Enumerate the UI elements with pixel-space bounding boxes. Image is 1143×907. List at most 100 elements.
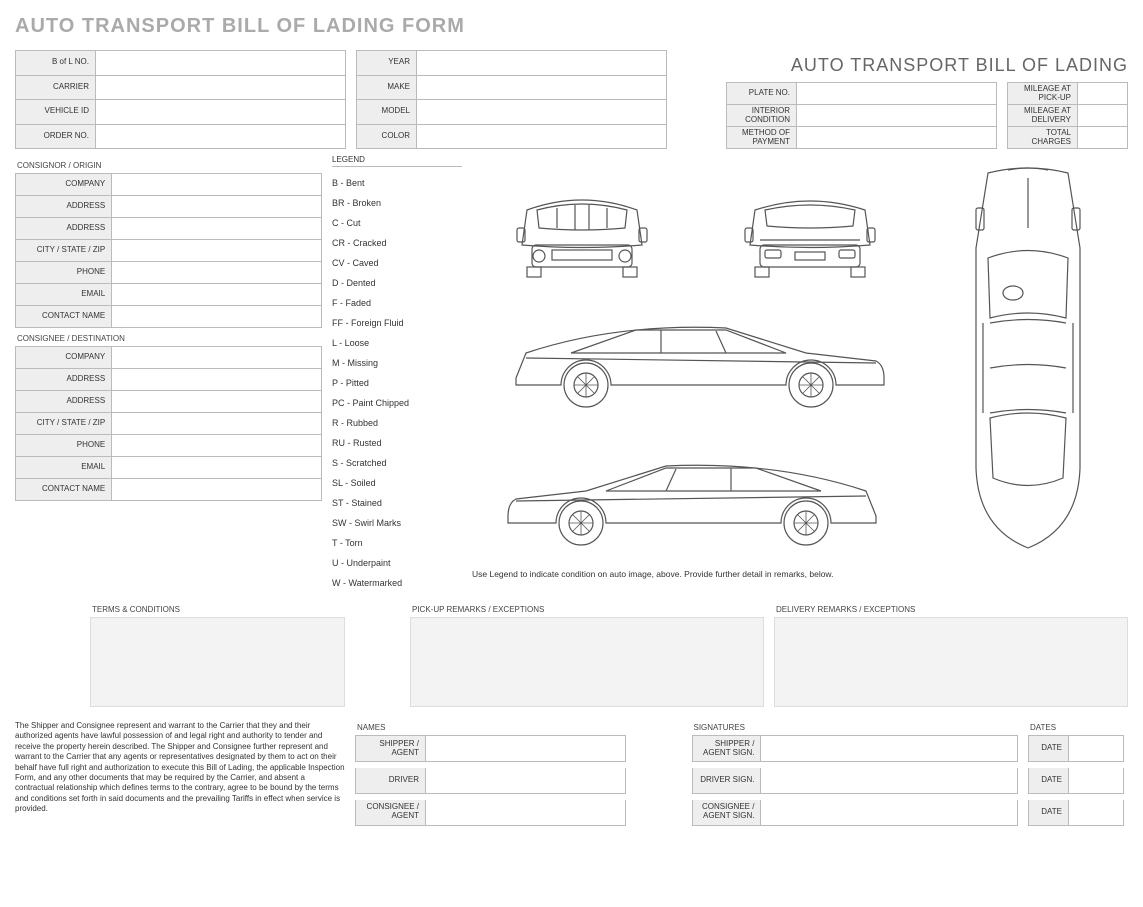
order-table: B of L NO. CARRIER VEHICLE ID ORDER NO. [15,50,346,149]
legend-item: SL - Soiled [332,473,462,493]
driver-sign-value[interactable] [761,768,1018,794]
date2-label: DATE [1029,768,1069,794]
mileage-delivery-label: MILEAGE AT DELIVERY [1008,105,1078,127]
driver-name-value[interactable] [426,768,626,794]
contact-value[interactable] [112,435,322,457]
contact-label: COMPANY [16,347,112,369]
consignee-name-value[interactable] [426,800,626,826]
legend-item: F - Faded [332,293,462,313]
contact-value[interactable] [112,347,322,369]
legend-item: P - Pitted [332,373,462,393]
legend-item: R - Rubbed [332,413,462,433]
vehicle-table: YEAR MAKE MODEL COLOR [356,50,667,149]
make-label: MAKE [357,75,417,100]
legend-item: C - Cut [332,213,462,233]
payment-value[interactable] [797,127,997,149]
color-value[interactable] [417,124,667,149]
signatures-table: SHIPPER / AGENT SIGN. DRIVER SIGN. CONSI… [692,735,1019,826]
consignee-sign-value[interactable] [761,800,1018,826]
contact-label: PHONE [16,435,112,457]
consignor-heading: CONSIGNOR / ORIGIN [15,155,322,173]
plate-no-value[interactable] [797,83,997,105]
contact-label: ADDRESS [16,369,112,391]
names-table: SHIPPER / AGENT DRIVER CONSIGNEE / AGENT [355,735,626,826]
car-front-icon [497,160,667,280]
order-no-label: ORDER NO. [16,124,96,149]
order-no-value[interactable] [96,124,346,149]
contact-value[interactable] [112,218,322,240]
contact-label: PHONE [16,262,112,284]
bol-no-value[interactable] [96,51,346,76]
car-top-icon [958,158,1098,558]
contact-label: EMAIL [16,457,112,479]
terms-heading: TERMS & CONDITIONS [90,599,345,617]
page-title: AUTO TRANSPORT BILL OF LADING FORM [15,15,1128,38]
mileage-pickup-value[interactable] [1078,83,1128,105]
vehicle-diagrams [472,155,1128,561]
total-charges-label: TOTAL CHARGES [1008,127,1078,149]
contact-label: CONTACT NAME [16,479,112,501]
total-charges-value[interactable] [1078,127,1128,149]
carrier-value[interactable] [96,75,346,100]
consignee-heading: CONSIGNEE / DESTINATION [15,328,322,346]
shipper-name-value[interactable] [426,736,626,762]
contact-value[interactable] [112,262,322,284]
car-rear-icon [725,160,895,280]
car-side-right-icon [496,441,896,551]
contact-value[interactable] [112,369,322,391]
plate-no-label: PLATE NO. [727,83,797,105]
contact-label: CITY / STATE / ZIP [16,240,112,262]
contact-value[interactable] [112,240,322,262]
driver-sign-label: DRIVER SIGN. [692,768,761,794]
car-top-view [928,155,1128,561]
model-label: MODEL [357,100,417,125]
consignor-table: COMPANYADDRESSADDRESSCITY / STATE / ZIPP… [15,173,322,328]
contact-label: ADDRESS [16,196,112,218]
contact-value[interactable] [112,284,322,306]
doc-title: AUTO TRANSPORT BILL OF LADING [677,50,1128,76]
year-value[interactable] [417,51,667,76]
mileage-delivery-value[interactable] [1078,105,1128,127]
pickup-remarks-box[interactable] [410,617,764,707]
date1-label: DATE [1029,736,1069,762]
contact-label: EMAIL [16,284,112,306]
legend-item: S - Scratched [332,453,462,473]
make-value[interactable] [417,75,667,100]
legend-item: M - Missing [332,353,462,373]
consignee-table: COMPANYADDRESSADDRESSCITY / STATE / ZIPP… [15,346,322,501]
payment-label: METHOD OF PAYMENT [727,127,797,149]
shipper-sign-value[interactable] [761,736,1018,762]
interior-label: INTERIOR CONDITION [727,105,797,127]
model-value[interactable] [417,100,667,125]
vehicle-id-value[interactable] [96,100,346,125]
mileage-pickup-label: MILEAGE AT PICK-UP [1008,83,1078,105]
legend-item: L - Loose [332,333,462,353]
legend-item: CV - Caved [332,253,462,273]
date3-value[interactable] [1069,800,1124,826]
contact-value[interactable] [112,174,322,196]
contact-value[interactable] [112,479,322,501]
legal-text: The Shipper and Consignee represent and … [15,717,345,826]
legend-item: U - Underpaint [332,553,462,573]
legend-item: D - Dented [332,273,462,293]
contact-value[interactable] [112,413,322,435]
terms-box[interactable] [90,617,345,707]
contact-label: CONTACT NAME [16,306,112,328]
delivery-remarks-box[interactable] [774,617,1128,707]
contact-value[interactable] [112,306,322,328]
car-rear-view [700,155,920,285]
names-heading: NAMES [355,717,682,735]
car-side-left-view [472,293,920,423]
plate-table: PLATE NO. INTERIOR CONDITION METHOD OF P… [726,82,997,149]
driver-name-label: DRIVER [356,768,426,794]
interior-value[interactable] [797,105,997,127]
contact-value[interactable] [112,457,322,479]
mileage-table: MILEAGE AT PICK-UP MILEAGE AT DELIVERY T… [1007,82,1128,149]
car-side-right-view [472,431,920,561]
legend-item: W - Watermarked [332,573,462,593]
date1-value[interactable] [1069,736,1124,762]
contact-value[interactable] [112,196,322,218]
contact-value[interactable] [112,391,322,413]
date2-value[interactable] [1069,768,1124,794]
legend-item: RU - Rusted [332,433,462,453]
